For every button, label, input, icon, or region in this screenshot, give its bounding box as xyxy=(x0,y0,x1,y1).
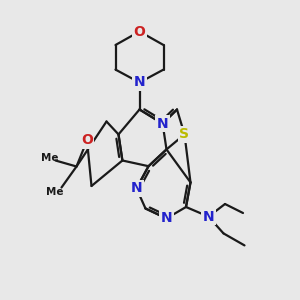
Text: N: N xyxy=(131,182,142,195)
Text: Me: Me xyxy=(41,153,58,164)
Text: N: N xyxy=(157,117,168,130)
Text: S: S xyxy=(179,128,190,141)
Text: Me: Me xyxy=(46,187,64,197)
Text: N: N xyxy=(203,210,214,224)
Text: N: N xyxy=(134,76,145,89)
Text: O: O xyxy=(134,25,146,38)
Text: O: O xyxy=(81,134,93,147)
Text: N: N xyxy=(161,212,172,225)
